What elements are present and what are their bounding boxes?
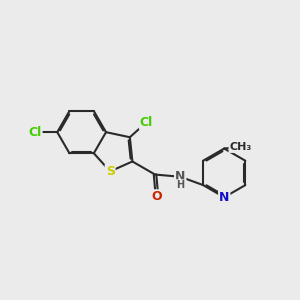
Text: N: N	[175, 170, 185, 183]
Text: Cl: Cl	[28, 126, 42, 139]
Text: H: H	[176, 180, 184, 190]
Text: CH₃: CH₃	[230, 142, 252, 152]
Text: Cl: Cl	[140, 116, 153, 129]
Text: O: O	[152, 190, 162, 203]
Text: N: N	[219, 191, 230, 204]
Text: S: S	[106, 165, 115, 178]
